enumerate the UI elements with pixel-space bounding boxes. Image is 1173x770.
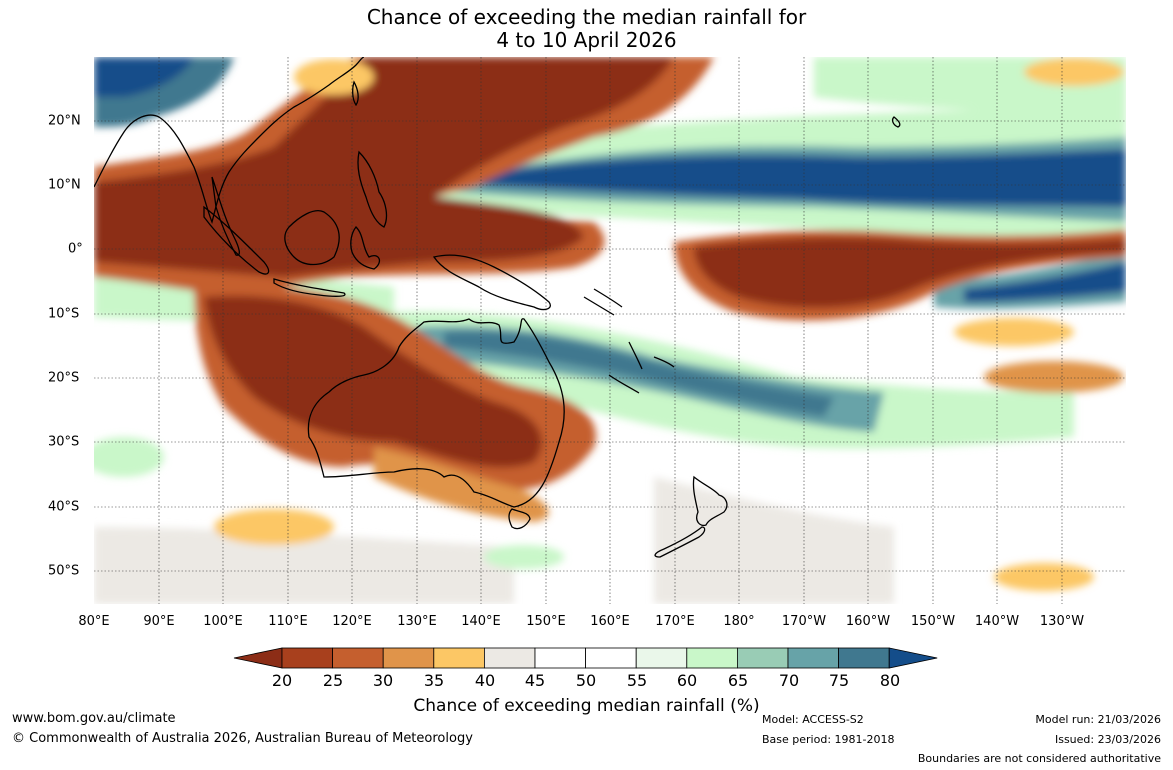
new-caledonia-outline bbox=[608, 374, 640, 394]
borneo-outline bbox=[284, 210, 340, 266]
colorbar bbox=[233, 647, 938, 669]
colorbar-segment bbox=[736, 647, 789, 669]
x-tick-label: 160°W bbox=[845, 614, 891, 629]
x-tick-label: 180° bbox=[723, 614, 755, 629]
colorbar-tick-label: 70 bbox=[778, 671, 800, 690]
map-title-line-2: 4 to 10 April 2026 bbox=[496, 28, 677, 52]
y-tick-label: 50°S bbox=[48, 563, 80, 579]
colorbar-extend-high bbox=[888, 647, 938, 669]
x-tick-label: 170°E bbox=[655, 614, 695, 629]
sumatra-outline bbox=[203, 205, 270, 275]
y-tick-label: 30°S bbox=[48, 434, 80, 450]
model-run-date: Model run: 21/03/2026 bbox=[1035, 713, 1161, 726]
website-url[interactable]: www.bom.gov.au/climate bbox=[12, 711, 176, 726]
y-tick-label: 10°S bbox=[48, 306, 80, 322]
x-tick-label: 130°W bbox=[1039, 614, 1085, 629]
x-tick-label: 80°E bbox=[78, 614, 110, 629]
asia-mainland-outline bbox=[94, 57, 365, 225]
colorbar-tick-label: 20 bbox=[271, 671, 293, 690]
model-name: Model: ACCESS-S2 bbox=[762, 713, 864, 726]
new-zealand-north-outline bbox=[692, 475, 728, 527]
x-tick-label: 110°E bbox=[268, 614, 308, 629]
colorbar-segment bbox=[382, 647, 435, 669]
colorbar-segment bbox=[483, 647, 536, 669]
x-tick-label: 170°W bbox=[781, 614, 827, 629]
colorbar-extend-low bbox=[233, 647, 283, 669]
colorbar-segment bbox=[281, 647, 333, 669]
colorbar-tick-label: 65 bbox=[727, 671, 749, 690]
colorbar-segment bbox=[332, 647, 384, 669]
colorbar-segment bbox=[787, 647, 839, 669]
colorbar-tick-label: 55 bbox=[626, 671, 648, 690]
taiwan-outline bbox=[352, 80, 359, 107]
tasmania-outline bbox=[508, 508, 531, 530]
x-tick-label: 150°W bbox=[910, 614, 956, 629]
sulawesi-outline bbox=[350, 226, 381, 270]
x-tick-label: 160°E bbox=[590, 614, 630, 629]
colorbar-tick-label: 30 bbox=[372, 671, 394, 690]
hawaii-outline bbox=[891, 116, 901, 128]
colorbar-tick-label: 60 bbox=[676, 671, 698, 690]
issued-date: Issued: 23/03/2026 bbox=[1054, 733, 1161, 746]
x-tick-label: 100°E bbox=[203, 614, 243, 629]
x-tick-label: 150°E bbox=[526, 614, 566, 629]
map-gridlines bbox=[94, 57, 1126, 604]
malay-peninsula-outline bbox=[211, 176, 240, 256]
x-tick-label: 140°W bbox=[974, 614, 1020, 629]
colorbar-segment bbox=[635, 647, 688, 669]
solomon-islands-outline bbox=[583, 288, 623, 316]
base-period: Base period: 1981-2018 bbox=[762, 733, 895, 746]
colorbar-segment bbox=[585, 647, 637, 669]
rainfall-probability-map bbox=[94, 57, 1126, 604]
y-tick-label: 40°S bbox=[48, 499, 80, 515]
colorbar-tick-label: 45 bbox=[524, 671, 546, 690]
new-guinea-outline bbox=[432, 254, 551, 311]
colorbar-tick-label: 35 bbox=[423, 671, 445, 690]
colorbar-segment bbox=[534, 647, 586, 669]
colorbar-tick-label: 50 bbox=[575, 671, 597, 690]
colorbar-segment bbox=[686, 647, 738, 669]
copyright-text: © Commonwealth of Australia 2026, Austra… bbox=[12, 731, 473, 746]
new-zealand-south-outline bbox=[654, 526, 706, 558]
x-tick-label: 120°E bbox=[332, 614, 372, 629]
map-title-line-1: Chance of exceeding the median rainfall … bbox=[366, 5, 807, 29]
x-tick-label: 90°E bbox=[143, 614, 175, 629]
australia-outline bbox=[307, 318, 565, 508]
x-tick-label: 140°E bbox=[461, 614, 501, 629]
colorbar-tick-label: 75 bbox=[828, 671, 850, 690]
coastlines bbox=[94, 57, 901, 558]
y-tick-label: 0° bbox=[68, 241, 83, 257]
rainfall-fields bbox=[94, 57, 1126, 604]
colorbar-tick-label: 40 bbox=[474, 671, 496, 690]
x-tick-label: 130°E bbox=[397, 614, 437, 629]
y-tick-label: 20°N bbox=[48, 113, 81, 129]
vanuatu-fiji-outline bbox=[628, 341, 675, 370]
colorbar-tick-label: 25 bbox=[322, 671, 344, 690]
colorbar-segment bbox=[433, 647, 485, 669]
boundaries-disclaimer: Boundaries are not considered authoritat… bbox=[917, 752, 1161, 765]
colorbar-segment bbox=[838, 647, 890, 669]
y-tick-label: 20°S bbox=[48, 370, 80, 386]
colorbar-tick-label: 80 bbox=[879, 671, 901, 690]
colorbar-label: Chance of exceeding median rainfall (%) bbox=[413, 696, 760, 716]
y-tick-label: 10°N bbox=[48, 177, 81, 193]
java-outline bbox=[273, 278, 346, 297]
philippines-outline bbox=[357, 150, 388, 228]
